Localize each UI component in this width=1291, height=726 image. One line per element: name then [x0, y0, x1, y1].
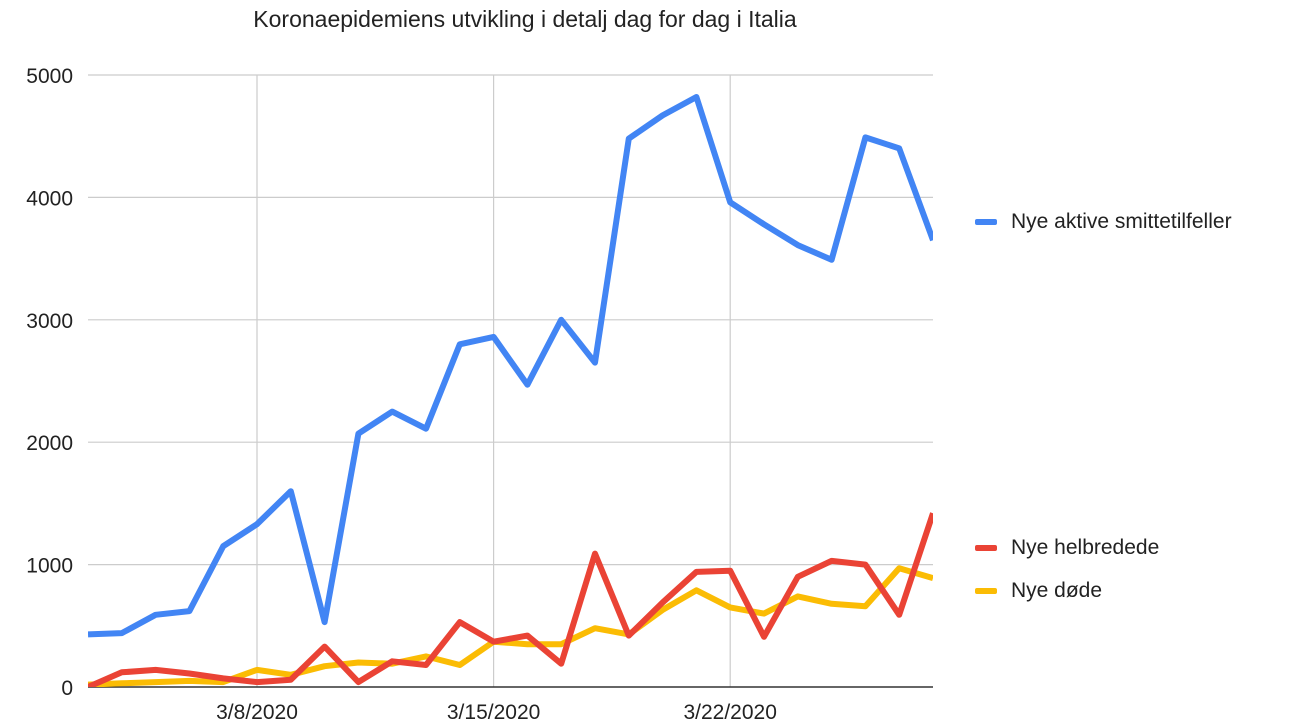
x-tick-label: 3/8/2020	[216, 701, 298, 724]
legend-item: Nye døde	[975, 579, 1102, 603]
legend-label: Nye aktive smittetilfeller	[1011, 210, 1232, 233]
x-tick-label: 3/22/2020	[683, 701, 776, 724]
legend-label: Nye døde	[1011, 579, 1103, 602]
legend-swatch	[975, 545, 997, 551]
x-axis-ticks: 3/8/2020 3/15/2020 3/22/2020	[216, 701, 777, 724]
x-tick-label: 3/15/2020	[447, 701, 540, 724]
legend-swatch	[975, 219, 997, 225]
y-tick-label: 1000	[26, 555, 73, 578]
series-lines	[88, 94, 933, 687]
series-line-nye-døde	[88, 565, 933, 687]
y-tick-label: 2000	[26, 432, 73, 455]
y-tick-label: 3000	[26, 310, 73, 333]
legend-label: Nye helbredede	[1011, 536, 1160, 559]
y-tick-label: 4000	[26, 187, 73, 210]
legend-item: Nye aktive smittetilfeller	[975, 210, 1232, 234]
y-tick-label: 0	[61, 677, 73, 700]
legend-item: Nye helbredede	[975, 536, 1159, 560]
gridlines	[88, 74, 933, 688]
chart-title: Koronaepidemiens utvikling i detalj dag …	[253, 6, 797, 32]
series-line-nye-aktive-smittetilfeller	[88, 94, 933, 638]
y-axis-ticks: 0 1000 2000 3000 4000 5000	[26, 65, 73, 700]
legend-swatch	[975, 588, 997, 594]
series-line-nye-helbredede	[88, 512, 933, 687]
y-tick-label: 5000	[26, 65, 73, 88]
